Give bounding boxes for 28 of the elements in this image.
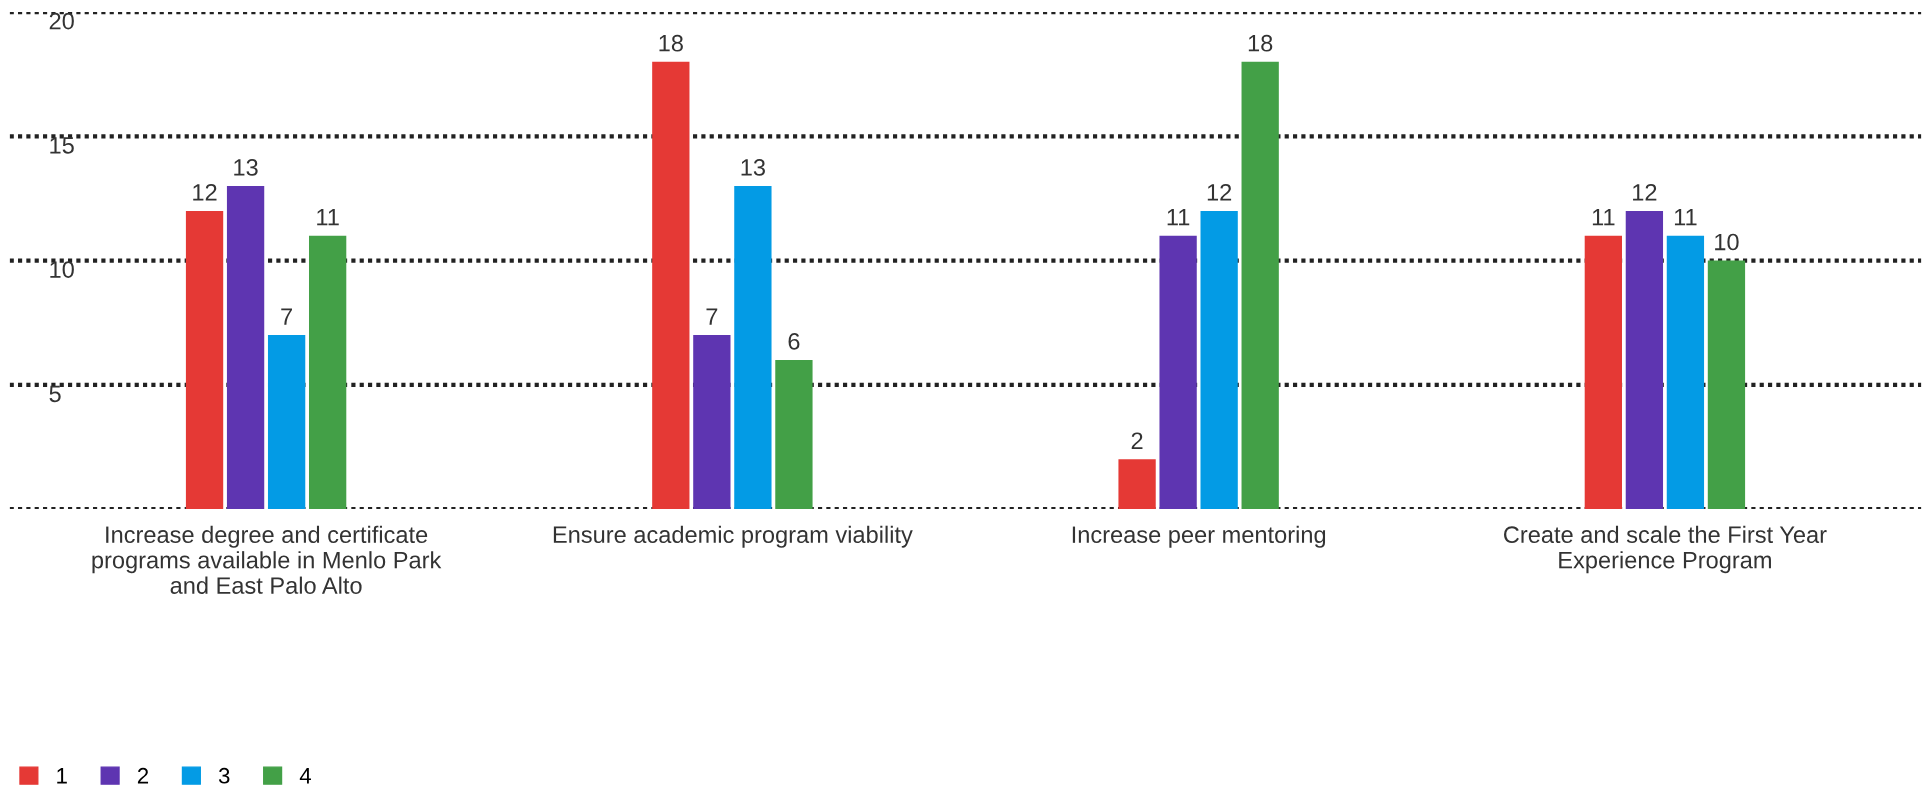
data-label: 12 (1633, 183, 1657, 201)
x-tick-label: Create and scale the First Year Experience Program (1504, 525, 1827, 574)
legend-label: 2 (137, 767, 149, 784)
data-label: 13 (741, 159, 765, 176)
data-label: 11 (1592, 209, 1615, 226)
data-label: 6 (788, 333, 800, 350)
y-tick-label: 5 (49, 385, 61, 403)
data-label: 10 (1715, 233, 1739, 251)
x-tick-label: Increase degree and certificate programs available in Menlo Park and East Palo Alto (92, 525, 442, 594)
legend-label: 4 (299, 768, 311, 784)
data-label: 18 (1248, 34, 1273, 52)
data-label: 11 (1167, 209, 1190, 226)
data-label: 11 (1674, 209, 1697, 226)
legend-label: 3 (218, 767, 230, 784)
y-tick-label: 10 (50, 261, 74, 278)
data-label: 12 (193, 183, 217, 201)
data-label: 7 (281, 308, 292, 325)
data-label: 2 (1131, 432, 1143, 449)
legend-label: 1 (57, 768, 67, 784)
data-label: 7 (706, 308, 718, 325)
x-tick-label: Increase peer mentoring (1072, 525, 1326, 548)
x-tick-label: Ensure academic program viability (553, 525, 913, 548)
data-label: 11 (317, 209, 339, 226)
y-tick-label: 20 (49, 12, 74, 30)
data-label: 18 (659, 34, 683, 52)
data-label: 12 (1207, 183, 1232, 201)
data-label: 13 (234, 159, 258, 176)
y-tick-label: 15 (50, 137, 74, 154)
